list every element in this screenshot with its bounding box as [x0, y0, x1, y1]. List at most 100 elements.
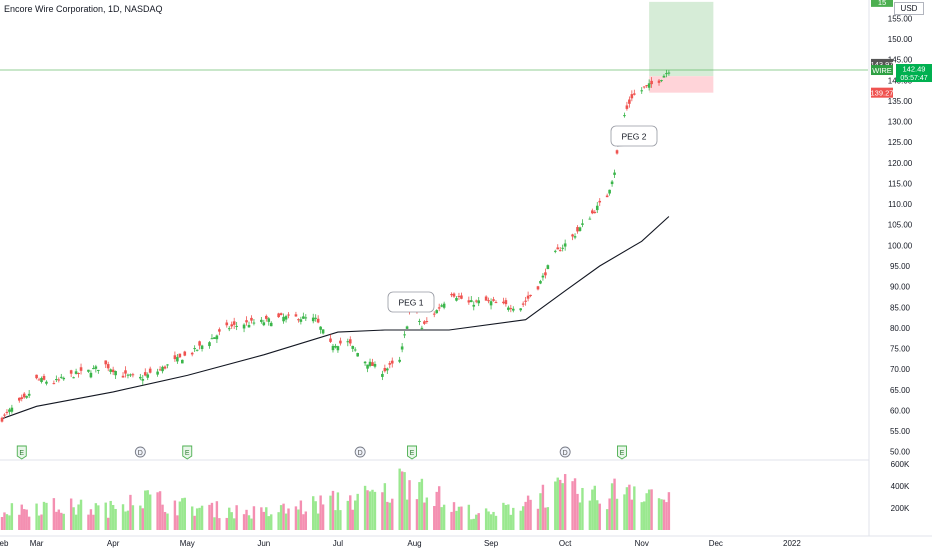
volume-bar — [74, 514, 78, 530]
volume-bar — [383, 483, 387, 530]
volume-bar — [299, 500, 303, 530]
price-tick-label: 85.00 — [890, 303, 911, 312]
earnings-marker[interactable]: E — [407, 445, 417, 460]
volume-bar — [208, 504, 211, 530]
volume-bar — [546, 507, 550, 530]
volume-bar — [141, 508, 144, 530]
candle-body — [59, 376, 63, 378]
candle-body — [69, 370, 73, 374]
candle-body — [89, 372, 93, 378]
volume-tick-label: 200K — [891, 504, 910, 513]
price-tick-label: 90.00 — [890, 283, 911, 292]
volume-bar — [18, 514, 21, 530]
candle-body — [366, 364, 369, 369]
candle-body — [423, 321, 426, 324]
candle-body — [146, 374, 150, 378]
candle-body — [198, 341, 201, 346]
dividend-marker[interactable]: D — [354, 446, 366, 458]
peg1-callout-label: PEG 1 — [398, 298, 423, 308]
tag-symbol-text: WIRE — [872, 66, 892, 75]
time-tick-label: Mar — [30, 539, 44, 548]
candle-body — [195, 349, 199, 351]
candle-body — [460, 295, 463, 299]
volume-bar — [576, 493, 579, 530]
volume-bar — [247, 515, 251, 530]
earnings-marker[interactable]: E — [182, 445, 193, 460]
annotations[interactable]: PEG 1 PEG 2 — [387, 125, 658, 313]
volume-bar — [452, 502, 456, 530]
candle-body — [605, 195, 609, 198]
volume-bar — [79, 499, 83, 530]
candle-body — [578, 227, 582, 231]
candle-body — [348, 339, 352, 344]
volume-tick-label: 400K — [891, 482, 910, 491]
candle-body — [487, 300, 490, 302]
candle-body — [633, 93, 636, 95]
candle-body — [571, 234, 574, 237]
peg1-callout[interactable]: PEG 1 — [387, 291, 435, 313]
peg2-callout[interactable]: PEG 2 — [610, 125, 658, 147]
candle-body — [94, 366, 98, 369]
volume-tick-label: 600K — [891, 460, 910, 469]
candle-body — [183, 351, 187, 356]
candle-body — [650, 80, 653, 85]
candle-body — [588, 218, 592, 220]
candle-body — [521, 303, 525, 305]
volume-bar — [284, 513, 288, 530]
volume-bar — [492, 511, 495, 530]
volume-bar — [262, 511, 266, 530]
price-tick-label: 110.00 — [888, 200, 912, 209]
candle-body — [477, 300, 481, 304]
volume-bar — [521, 506, 525, 530]
currency-button[interactable]: USD — [894, 2, 924, 15]
tag-stop-bg — [871, 87, 893, 98]
candle-body — [55, 379, 58, 381]
price-tick-label: 135.00 — [888, 97, 913, 106]
price-tick-label: 55.00 — [890, 427, 911, 436]
candle-body — [558, 250, 562, 252]
volume-bar — [559, 479, 562, 530]
earnings-marker[interactable]: E — [617, 445, 627, 460]
volume-bar — [536, 508, 540, 530]
candle-body — [156, 371, 159, 375]
candle-body — [339, 340, 342, 344]
candle-body — [282, 316, 285, 322]
volume-bar — [351, 509, 354, 530]
candle-body — [336, 346, 340, 351]
volume-bar — [494, 515, 498, 530]
volume-bar — [437, 486, 441, 530]
volume-bar — [72, 507, 75, 530]
trade-zones[interactable] — [0, 1, 868, 93]
candle-body — [25, 396, 28, 398]
candle-body — [613, 172, 616, 175]
volume-bar — [270, 514, 273, 530]
candle-body — [35, 374, 38, 379]
candle-body — [131, 374, 135, 376]
earnings-marker[interactable]: E — [16, 445, 27, 460]
volume-bar — [645, 493, 648, 530]
price-tick-label: 70.00 — [890, 365, 911, 374]
dividend-marker[interactable]: D — [134, 446, 146, 458]
candle-body — [623, 115, 626, 117]
target-zone — [649, 1, 714, 77]
candle-body — [242, 324, 246, 329]
candle-body — [346, 341, 350, 343]
volume-bar — [8, 515, 11, 530]
volume-bar — [457, 506, 461, 530]
candle-body — [213, 337, 216, 339]
candle-body — [467, 300, 471, 303]
candle-body — [665, 73, 668, 75]
candle-body — [591, 210, 594, 214]
volume-bar — [400, 471, 404, 530]
volume-bar — [242, 514, 246, 530]
volume-bar — [643, 501, 646, 530]
candle-body — [418, 320, 421, 322]
candle-body — [628, 99, 631, 104]
dividend-marker[interactable]: D — [559, 446, 571, 458]
candle-body — [235, 325, 238, 327]
volume-bar — [232, 518, 236, 530]
peg2-callout-label: PEG 2 — [621, 132, 646, 142]
